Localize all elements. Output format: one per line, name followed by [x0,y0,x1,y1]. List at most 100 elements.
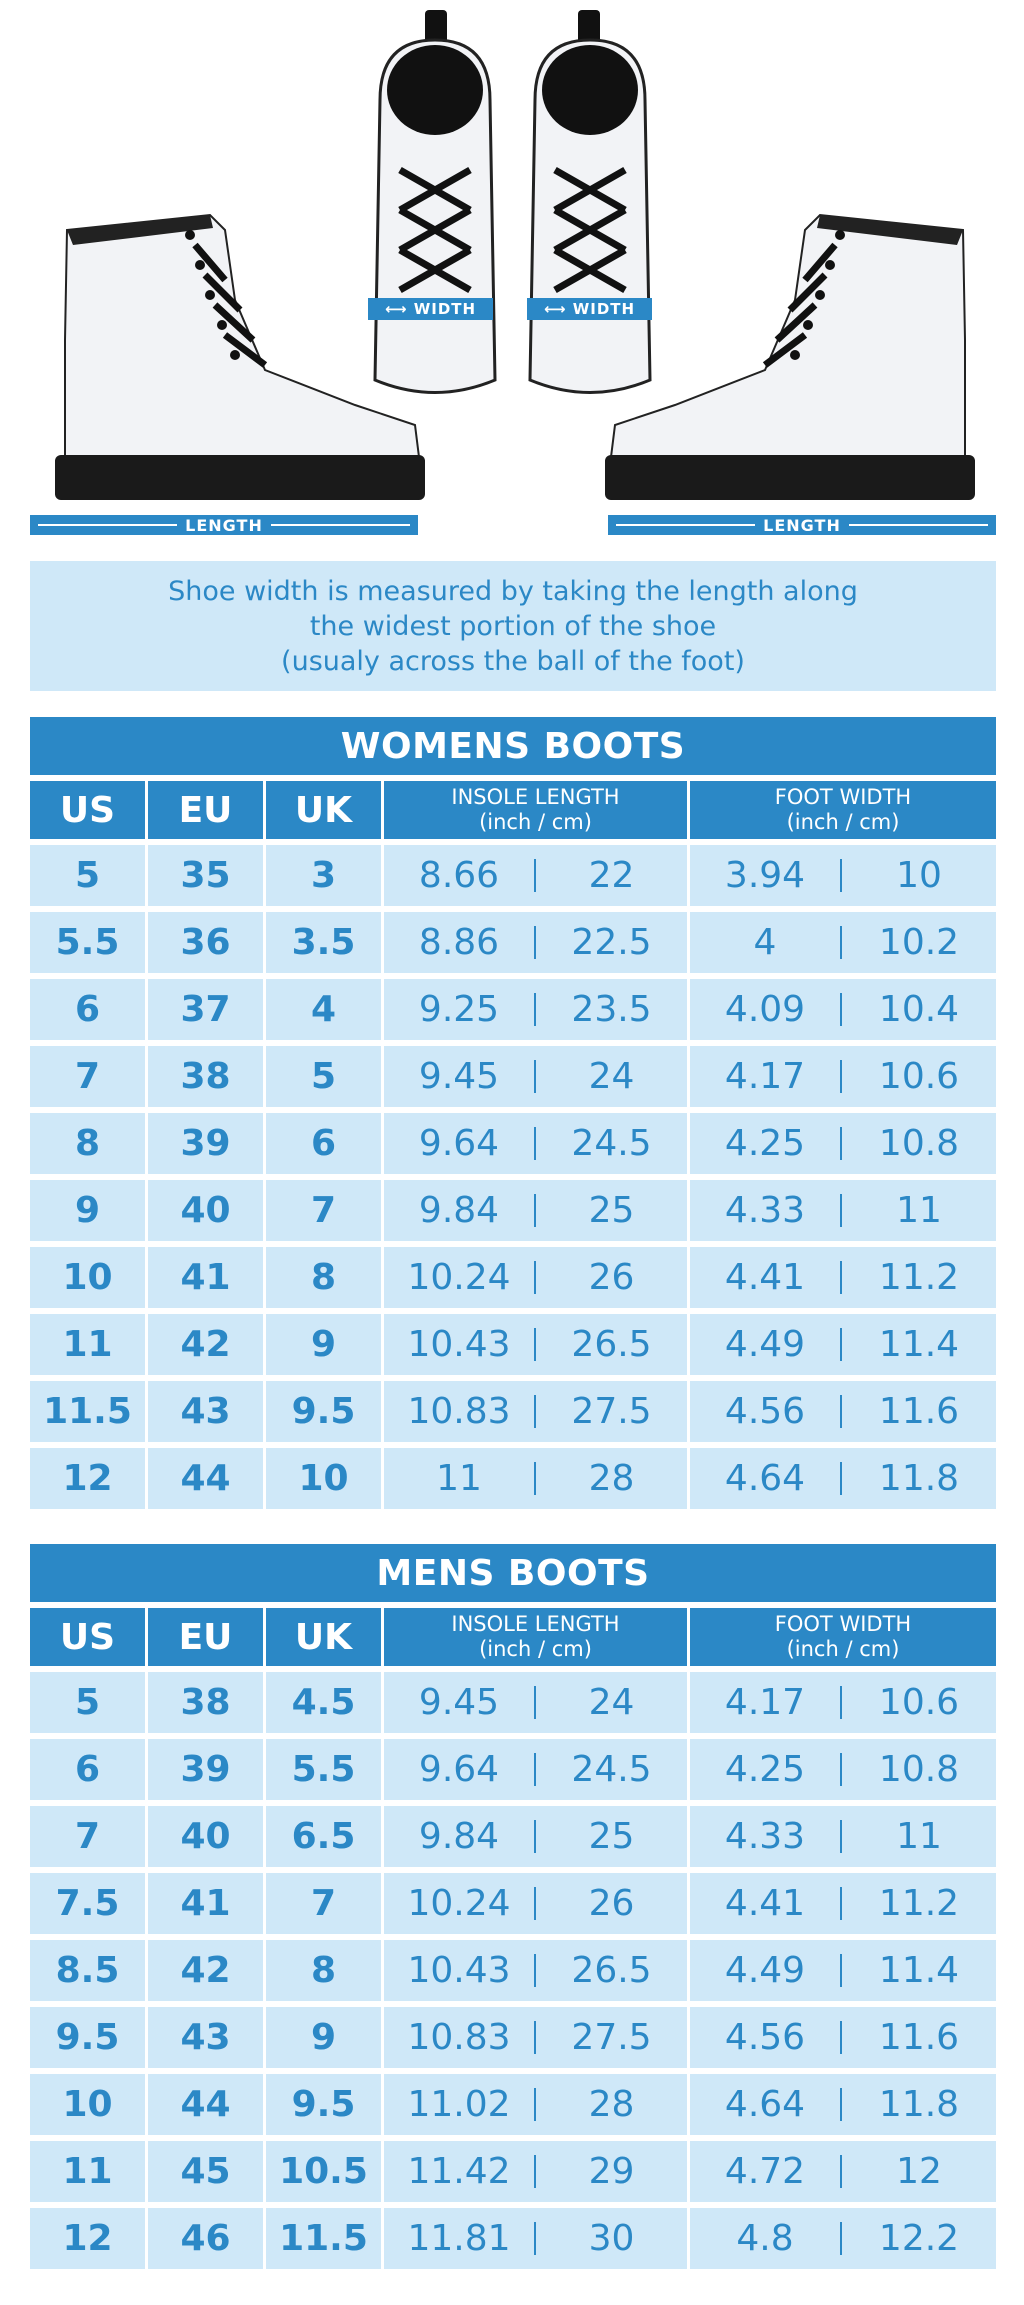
womens-cell-uk: 8 [266,1247,381,1308]
length-bar-left: LENGTH [30,515,418,535]
foot-width-divider [840,1686,842,1719]
foot-width-divider [840,926,842,959]
womens-cell-foot-inch: 3.94 [724,855,806,896]
insole-divider [534,2222,536,2255]
mens-cell-us: 7 [30,1806,145,1867]
mens-cell-foot-cm: 12.2 [878,2218,960,2259]
mens-cell-uk: 9.5 [266,2074,381,2135]
foot-width-divider [840,1127,842,1160]
womens-cell-uk: 3.5 [266,912,381,973]
insole-units-text: (inch / cm) [479,810,592,834]
mens-cell-insole-inch: 9.84 [418,1816,500,1857]
foot-width-divider [840,1753,842,1786]
insole-divider [534,926,536,959]
mens-cell-uk: 7 [266,1873,381,1934]
mens-cell-us: 12 [30,2208,145,2269]
womens-cell-foot-bg [690,845,996,906]
length-label-text: LENGTH [177,515,271,535]
mens-cell-insole-inch: 9.45 [418,1682,500,1723]
mens-cell-foot-cm: 10.8 [878,1749,960,1790]
womens-cell-foot-inch: 4.64 [724,1458,806,1499]
womens-cell-foot-inch: 4.56 [724,1391,806,1432]
mens-cell-uk: 8 [266,1940,381,2001]
mens-cell-foot-cm: 11.2 [878,1883,960,1924]
foot-width-divider [840,2021,842,2054]
mens-cell-foot-cm: 11.8 [878,2084,960,2125]
mens-cell-insole-cm: 24.5 [571,1749,652,1790]
insole-divider [534,2021,536,2054]
womens-cell-eu: 35 [148,845,263,906]
mens-cell-uk: 9 [266,2007,381,2068]
womens-cell-insole-inch: 8.86 [418,922,500,963]
mens-cell-insole-cm: 28 [588,2084,635,2125]
insole-divider [534,1060,536,1093]
womens-header-us: US [30,781,145,839]
foot-width-units-text: (inch / cm) [786,810,900,834]
womens-cell-insole-cm: 25 [588,1190,635,1231]
length-bar-right: LENGTH [608,515,996,535]
foot-width-header-text: FOOT WIDTH [774,1612,912,1636]
boot-side-right-illustration [605,213,975,500]
boot-side-left-illustration [55,213,425,500]
mens-cell-eu: 44 [148,2074,263,2135]
womens-cell-foot-bg [690,1180,996,1241]
womens-cell-foot-cm: 11.8 [878,1458,960,1499]
mens-cell-foot-bg [690,2141,996,2202]
mens-cell-eu: 43 [148,2007,263,2068]
womens-cell-foot-inch: 4 [753,922,777,963]
womens-cell-insole-inch: 9.84 [418,1190,500,1231]
womens-cell-foot-cm: 11.4 [878,1324,960,1365]
mens-cell-eu: 38 [148,1672,263,1733]
mens-header-us: US [30,1608,145,1666]
length-label-text: LENGTH [755,515,849,535]
mens-header-eu: EU [148,1608,263,1666]
mens-cell-insole-cm: 25 [588,1816,635,1857]
womens-cell-insole-cm: 27.5 [571,1391,652,1432]
womens-cell-us: 11.5 [30,1381,145,1442]
womens-cell-us: 6 [30,979,145,1040]
foot-width-divider [840,1887,842,1920]
insole-divider [534,1753,536,1786]
womens-cell-uk: 10 [266,1448,381,1509]
womens-cell-foot-bg [690,1381,996,1442]
mens-cell-foot-inch: 4.8 [736,2218,794,2259]
womens-cell-insole-inch: 9.45 [418,1056,500,1097]
mens-cell-insole-cm: 29 [588,2151,635,2192]
mens-cell-eu: 45 [148,2141,263,2202]
mens-cell-eu: 41 [148,1873,263,1934]
boot-top-right-illustration [528,10,652,394]
mens-cell-foot-inch: 4.17 [724,1682,806,1723]
foot-width-divider [840,1328,842,1361]
womens-cell-us: 5 [30,845,145,906]
womens-cell-eu: 44 [148,1448,263,1509]
insole-divider [534,993,536,1026]
womens-cell-insole-cm: 24 [588,1056,635,1097]
mens-cell-foot-inch: 4.49 [724,1950,806,1991]
insole-units-text: (inch / cm) [479,1637,592,1661]
mens-title: MENS BOOTS [30,1544,996,1602]
mens-cell-insole-inch: 10.83 [407,2017,511,2058]
mens-cell-foot-bg [690,1672,996,1733]
mens-cell-foot-bg [690,2007,996,2068]
mens-cell-eu: 42 [148,1940,263,2001]
mens-header-insole: INSOLE LENGTH (inch / cm) [384,1608,687,1666]
womens-cell-foot-bg [690,1314,996,1375]
mens-cell-us: 8.5 [30,1940,145,2001]
womens-cell-eu: 38 [148,1046,263,1107]
womens-cell-eu: 36 [148,912,263,973]
womens-cell-foot-cm: 10.4 [878,989,960,1030]
insole-length-header-text: INSOLE LENGTH [451,785,620,809]
womens-cell-uk: 6 [266,1113,381,1174]
foot-width-divider [840,1395,842,1428]
womens-cell-eu: 43 [148,1381,263,1442]
mens-cell-us: 5 [30,1672,145,1733]
womens-cell-uk: 5 [266,1046,381,1107]
foot-width-divider [840,1060,842,1093]
mens-cell-insole-inch: 10.43 [407,1950,511,1991]
mens-cell-foot-bg [690,1873,996,1934]
mens-cell-us: 7.5 [30,1873,145,1934]
womens-cell-foot-cm: 10 [896,855,942,896]
mens-cell-foot-inch: 4.33 [724,1816,806,1857]
womens-cell-insole-inch: 8.66 [418,855,500,896]
insole-length-header-text: INSOLE LENGTH [451,1612,620,1636]
